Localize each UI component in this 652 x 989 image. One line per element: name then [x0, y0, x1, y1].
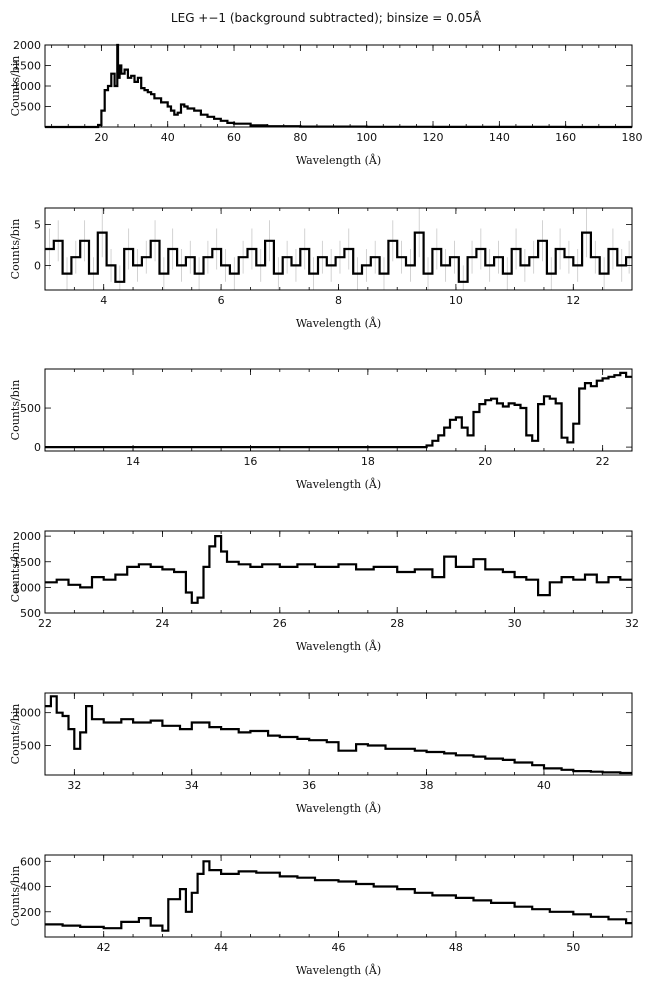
- x-tick-label: 14: [126, 455, 140, 468]
- x-tick-label: 10: [449, 294, 463, 307]
- x-axis-label: Wavelength (Å): [296, 477, 381, 491]
- x-tick-label: 120: [423, 131, 444, 144]
- x-tick-label: 38: [420, 779, 434, 792]
- y-tick-label: 1000: [13, 707, 41, 720]
- plot-frame: [44, 368, 633, 452]
- x-tick-label: 60: [227, 131, 241, 144]
- x-tick-label: 42: [97, 941, 111, 954]
- panel-1: 20 40 60 80 100 120 140 160 180 500 1000 1500 2000 Wa…: [9, 39, 643, 167]
- y-tick-label: 500: [20, 739, 41, 752]
- y-tick-label: 1500: [13, 556, 41, 569]
- plot-frame: [44, 854, 633, 938]
- x-tick-label: 8: [335, 294, 342, 307]
- x-tick-label: 50: [566, 941, 580, 954]
- x-tick-label: 40: [537, 779, 551, 792]
- y-axis-label: Counts/bin: [9, 542, 22, 603]
- y-tick-label: 500: [20, 402, 41, 415]
- panel-5: 32 34 36 38 40 500 1000 Wavelength (Å) Counts/bi…: [9, 692, 633, 815]
- x-tick-label: 40: [161, 131, 175, 144]
- x-tick-label: 12: [566, 294, 580, 307]
- y-tick-label: 2000: [13, 39, 41, 52]
- series-line: [45, 535, 632, 604]
- x-tick-label: 46: [332, 941, 346, 954]
- x-tick-label: 140: [489, 131, 510, 144]
- series-line: [45, 695, 632, 775]
- y-tick-label: 0: [34, 259, 41, 272]
- x-tick-label: 48: [449, 941, 463, 954]
- x-axis-label: Wavelength (Å): [296, 639, 381, 653]
- y-axis-label: Counts/bin: [9, 866, 22, 927]
- panel-4: 22 24 26 28 30 32 500 1000 1500 2000 Wavelength (Å…: [9, 530, 639, 653]
- x-tick-label: 6: [218, 294, 225, 307]
- x-tick-label: 80: [293, 131, 307, 144]
- x-tick-label: 24: [155, 617, 169, 630]
- x-tick-label: 44: [214, 941, 228, 954]
- x-tick-label: 4: [100, 294, 107, 307]
- panel-6: 42 44 46 48 50 200 400 600 Wavelength (Å) Counts/…: [9, 854, 633, 977]
- y-tick-label: 500: [20, 607, 41, 620]
- y-tick-label: 1000: [13, 80, 41, 93]
- y-axis-label: Counts/bin: [9, 56, 22, 117]
- x-tick-label: 22: [38, 617, 52, 630]
- y-tick-label: 5: [34, 218, 41, 231]
- y-tick-label: 2000: [13, 530, 41, 543]
- panel-2: 4 6 8 10 12 0 5 Wavelength (Å) Counts/bin: [9, 207, 633, 330]
- y-tick-label: 600: [20, 855, 41, 868]
- y-tick-label: 200: [20, 906, 41, 919]
- plot-frame: [44, 692, 633, 776]
- x-tick-label: 28: [390, 617, 404, 630]
- plot-frame: [44, 530, 633, 614]
- y-tick-label: 400: [20, 881, 41, 894]
- x-tick-label: 22: [596, 455, 610, 468]
- y-tick-label: 1500: [13, 60, 41, 73]
- x-tick-label: 26: [273, 617, 287, 630]
- series-line: [45, 860, 632, 932]
- x-tick-label: 36: [302, 779, 316, 792]
- x-tick-label: 32: [625, 617, 639, 630]
- x-tick-label: 20: [478, 455, 492, 468]
- plot-frame: [44, 44, 633, 128]
- x-tick-label: 100: [356, 131, 377, 144]
- series-line: [45, 371, 632, 449]
- figure-title: LEG +−1 (background subtracted); binsize…: [171, 10, 482, 25]
- x-tick-label: 160: [555, 131, 576, 144]
- y-axis-label: Counts/bin: [9, 704, 22, 765]
- x-tick-label: 34: [185, 779, 199, 792]
- series-line: [45, 43, 632, 129]
- panels: 20 40 60 80 100 120 140 160 180500100015002000Wa…: [9, 39, 643, 977]
- y-tick-label: 500: [20, 101, 41, 114]
- y-tick-label: 1000: [13, 581, 41, 594]
- x-tick-label: 20: [94, 131, 108, 144]
- y-axis-label: Counts/bin: [9, 219, 22, 280]
- x-axis-label: Wavelength (Å): [296, 963, 381, 977]
- x-axis-label: Wavelength (Å): [296, 153, 381, 167]
- y-axis-label: Counts/bin: [9, 380, 22, 441]
- x-tick-label: 180: [622, 131, 643, 144]
- x-tick-label: 32: [67, 779, 81, 792]
- x-tick-label: 30: [508, 617, 522, 630]
- series-line: [45, 231, 632, 283]
- y-tick-label: 0: [34, 441, 41, 454]
- x-tick-label: 16: [243, 455, 257, 468]
- x-axis-label: Wavelength (Å): [296, 801, 381, 815]
- x-tick-label: 18: [361, 455, 375, 468]
- panel-3: 14 16 18 20 22 0 500 Wavelength (Å) Counts/bin: [9, 368, 633, 491]
- x-axis-label: Wavelength (Å): [296, 316, 381, 330]
